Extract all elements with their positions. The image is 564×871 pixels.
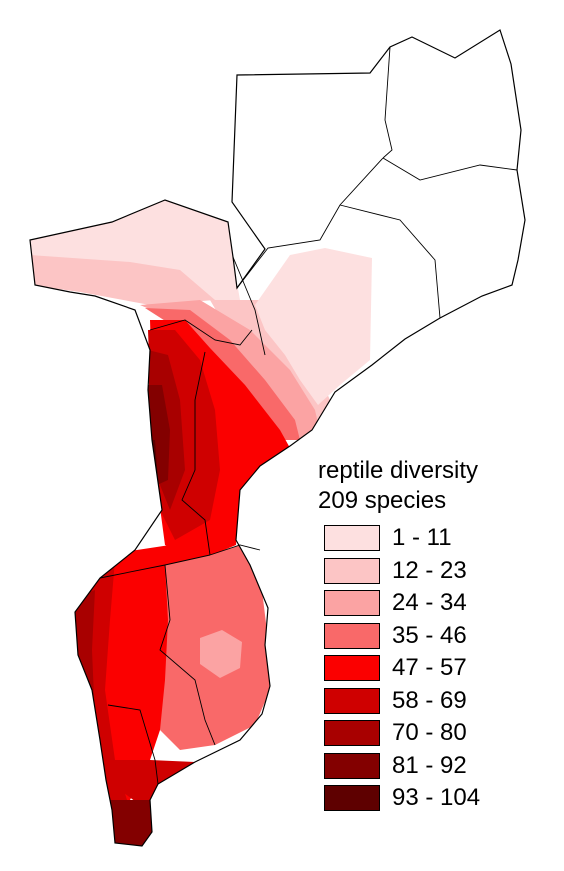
legend-swatch — [324, 622, 380, 649]
legend-item: 35 - 46 — [318, 620, 558, 653]
legend-label: 70 - 80 — [392, 719, 467, 747]
legend-label: 1 - 11 — [392, 524, 452, 552]
boundary-tete-zambezia — [232, 256, 266, 356]
map-legend: reptile diversity 209 species 1 - 11 12 -… — [318, 456, 558, 815]
legend-label: 81 - 92 — [392, 751, 467, 779]
legend-swatch — [324, 785, 380, 812]
country-outline — [29, 29, 526, 847]
legend-item: 58 - 69 — [318, 685, 558, 718]
legend-swatch — [324, 752, 380, 779]
diversity-shading — [30, 200, 372, 846]
boundary-cabo-delgado-nampula — [382, 157, 518, 181]
boundary-niassa-cabo-delgado — [382, 46, 393, 159]
legend-item: 24 - 34 — [318, 587, 558, 620]
legend-item: 12 - 23 — [318, 555, 558, 588]
legend-label: 24 - 34 — [392, 589, 467, 617]
legend-item: 93 - 104 — [318, 782, 558, 815]
legend-swatch — [324, 525, 380, 552]
legend-title: reptile diversity — [318, 457, 479, 484]
legend-item: 70 - 80 — [318, 717, 558, 750]
legend-item: 1 - 11 — [318, 522, 558, 555]
zone-81-92-south-tip — [106, 800, 152, 846]
legend-swatch — [324, 720, 380, 747]
boundary-nampula-zambezia — [339, 204, 441, 319]
zone-1-11-zambezia — [255, 248, 372, 405]
zone-81-92-central — [145, 385, 170, 485]
legend-label: 58 - 69 — [392, 686, 467, 714]
zone-58-69-coast — [100, 760, 195, 805]
legend-swatch — [324, 590, 380, 617]
province-boundaries — [99, 46, 518, 785]
legend-list: 1 - 11 12 - 23 24 - 34 35 - 46 47 - 57 58 - 6… — [318, 522, 558, 815]
boundary-gaza-maputo — [107, 704, 159, 785]
legend-swatch — [324, 655, 380, 682]
boundary-tete-manica — [149, 319, 253, 346]
legend-label: 12 - 23 — [392, 556, 467, 584]
boundary-niassa-nampula — [236, 157, 384, 289]
boundary-gaza-inhambane — [159, 564, 216, 746]
legend-label: 93 - 104 — [392, 784, 481, 812]
boundary-sofala-inhambane — [209, 544, 261, 556]
zone-12-23-north — [30, 255, 215, 305]
boundary-manica-sofala — [181, 351, 211, 556]
legend-label: 47 - 57 — [392, 654, 467, 682]
legend-swatch — [324, 557, 380, 584]
legend-label: 35 - 46 — [392, 621, 467, 649]
zone-24-34-south — [200, 630, 242, 678]
legend-item: 81 - 92 — [318, 750, 558, 783]
legend-subtitle: 209 species — [318, 487, 447, 514]
legend-item: 47 - 57 — [318, 652, 558, 685]
legend-swatch — [324, 687, 380, 714]
